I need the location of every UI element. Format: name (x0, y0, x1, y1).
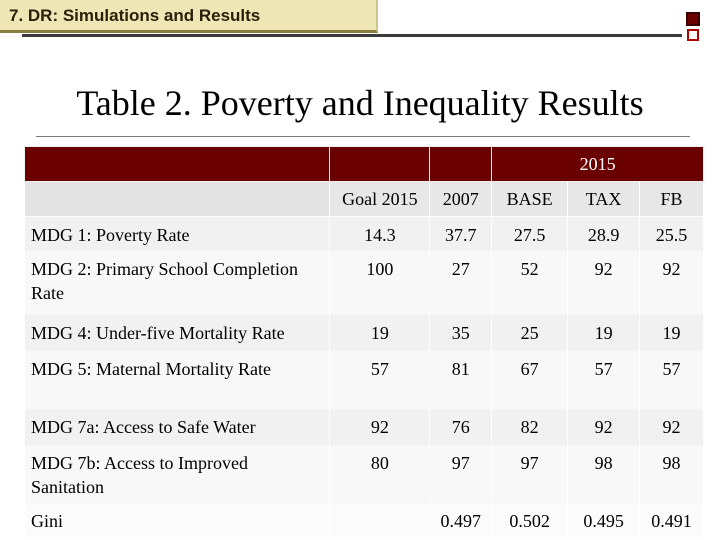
table-cell: 57 (639, 350, 704, 409)
table-cell: 98 (639, 444, 704, 503)
row-label: Gini (23, 502, 331, 537)
header-label-cell (23, 181, 331, 217)
table-cell: 57 (329, 350, 431, 409)
title-divider (36, 136, 690, 137)
table-cell: 19 (567, 314, 641, 351)
table-cell: 0.491 (639, 502, 704, 537)
header-blank-cell (429, 146, 493, 182)
table-cell: 19 (329, 314, 431, 351)
results-table: 2015 Goal 2015 2007 BASE TAX FB MDG 1: P… (23, 146, 704, 537)
column-header: TAX (567, 181, 641, 217)
table-row: MDG 5: Maternal Mortality Rate 57 81 67 … (23, 350, 704, 409)
table-row: MDG 2: Primary School Completion Rate 10… (23, 250, 704, 315)
table-row: MDG 7b: Access to Improved Sanitation 80… (23, 444, 704, 503)
table-cell: 92 (639, 250, 704, 315)
table-cell: 35 (429, 314, 493, 351)
table-row: MDG 1: Poverty Rate 14.3 37.7 27.5 28.9 … (23, 216, 704, 251)
table-cell (329, 502, 431, 537)
table-cell: 37.7 (429, 216, 493, 251)
header-row-columns: Goal 2015 2007 BASE TAX FB (23, 181, 704, 217)
header-row-group: 2015 (23, 146, 704, 182)
slide-title: Table 2. Poverty and Inequality Results (76, 83, 644, 123)
banner-rule (22, 14, 682, 37)
row-label: MDG 5: Maternal Mortality Rate (23, 350, 331, 409)
row-label: MDG 2: Primary School Completion Rate (23, 250, 331, 315)
dark-square-icon (686, 12, 700, 26)
table-row: MDG 4: Under-five Mortality Rate 19 35 2… (23, 314, 704, 351)
row-label: MDG 4: Under-five Mortality Rate (23, 314, 331, 351)
table-cell: 92 (567, 250, 641, 315)
table-cell: 28.9 (567, 216, 641, 251)
table-cell: 52 (491, 250, 569, 315)
row-label: MDG 7b: Access to Improved Sanitation (23, 444, 331, 503)
row-label: MDG 1: Poverty Rate (23, 216, 331, 251)
table-cell: 81 (429, 350, 493, 409)
column-header: 2007 (429, 181, 493, 217)
table-cell: 27.5 (491, 216, 569, 251)
table-row: MDG 7a: Access to Safe Water 92 76 82 92… (23, 408, 704, 445)
row-label: MDG 7a: Access to Safe Water (23, 408, 331, 445)
table-cell: 97 (491, 444, 569, 503)
table-row: Gini 0.497 0.502 0.495 0.491 (23, 502, 704, 537)
corner-squares-icon (686, 12, 700, 41)
group-header-2015: 2015 (491, 146, 704, 182)
table-cell: 0.502 (491, 502, 569, 537)
table-cell: 14.3 (329, 216, 431, 251)
table-cell: 92 (567, 408, 641, 445)
header-blank-cell (329, 146, 431, 182)
table-cell: 80 (329, 444, 431, 503)
table-cell: 92 (329, 408, 431, 445)
table-cell: 19 (639, 314, 704, 351)
table-cell: 0.497 (429, 502, 493, 537)
table-cell: 100 (329, 250, 431, 315)
section-banner: 7. DR: Simulations and Results (0, 0, 378, 33)
table-cell: 82 (491, 408, 569, 445)
column-header: FB (639, 181, 704, 217)
table-cell: 67 (491, 350, 569, 409)
table-cell: 76 (429, 408, 493, 445)
table-cell: 25.5 (639, 216, 704, 251)
column-header: BASE (491, 181, 569, 217)
table-cell: 92 (639, 408, 704, 445)
light-square-icon (687, 29, 699, 41)
header-blank-cell (23, 146, 331, 182)
table-cell: 98 (567, 444, 641, 503)
table-cell: 27 (429, 250, 493, 315)
table-cell: 57 (567, 350, 641, 409)
section-title: 7. DR: Simulations and Results (9, 6, 261, 25)
table-cell: 97 (429, 444, 493, 503)
table-cell: 0.495 (567, 502, 641, 537)
column-header: Goal 2015 (329, 181, 431, 217)
table-cell: 25 (491, 314, 569, 351)
